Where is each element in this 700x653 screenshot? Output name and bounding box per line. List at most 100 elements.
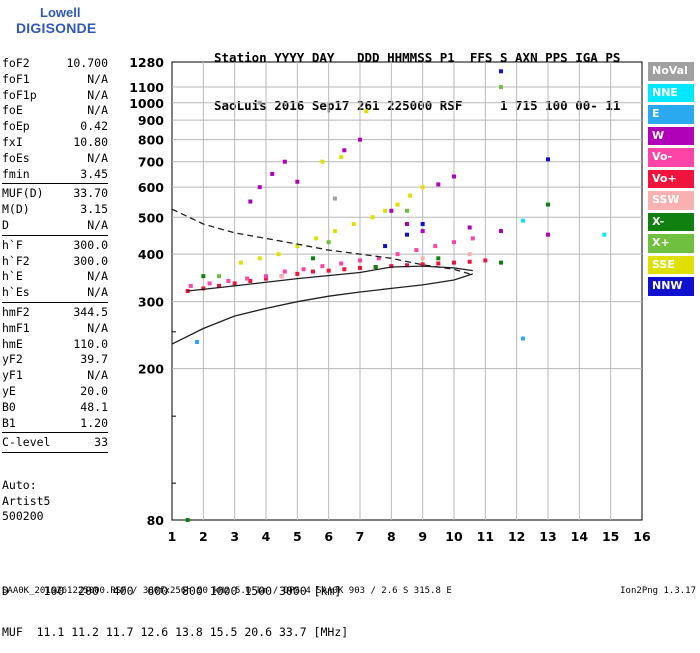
echo-point (499, 260, 503, 265)
profile-curve (171, 273, 474, 345)
param-value: 0.42 (80, 119, 108, 134)
echo-point (370, 215, 375, 220)
param-value: 10.80 (73, 134, 108, 149)
x-tick-label: 10 (445, 529, 463, 544)
param-value: N/A (87, 285, 108, 300)
echo-point (389, 208, 394, 213)
param-name: yF1 (2, 368, 23, 383)
echo-point (332, 196, 337, 201)
echo-point (452, 260, 456, 265)
param-row: foEp 0.42 (2, 119, 108, 135)
echo-point (467, 259, 472, 264)
echo-point (282, 159, 287, 164)
param-row: B1 1.20 (2, 416, 108, 432)
echo-point (420, 185, 425, 190)
echo-point (420, 222, 425, 227)
param-name: foF2 (2, 56, 30, 70)
x-tick-label: 11 (477, 529, 494, 544)
note-auto: Auto: (2, 478, 37, 492)
param-name: M(D) (2, 202, 30, 217)
echo-point (279, 274, 284, 279)
echo-point (364, 109, 369, 114)
param-value: N/A (87, 217, 108, 232)
param-value: 300.0 (73, 237, 108, 252)
x-tick-label: 13 (539, 529, 556, 544)
echo-point (314, 236, 319, 241)
param-row: foF2 10.700 (2, 56, 108, 72)
echo-point (295, 271, 300, 276)
echo-point (185, 289, 190, 293)
param-value: 20.0 (80, 383, 108, 398)
param-separator (2, 183, 108, 185)
echo-point (207, 281, 212, 286)
echo-point (520, 218, 525, 223)
echo-point (546, 157, 550, 162)
param-row: foE N/A (2, 103, 108, 119)
param-name: foE (2, 103, 23, 118)
param-name: hmF2 (2, 304, 30, 319)
echo-point (358, 137, 362, 142)
echo-point (395, 202, 400, 207)
param-row: foF1 N/A (2, 72, 108, 88)
param-row: hmE 110.0 (2, 337, 108, 353)
echo-point (520, 336, 525, 341)
echo-point (264, 274, 268, 279)
echo-point (499, 69, 503, 74)
profile-curve (187, 265, 473, 292)
echo-point (405, 222, 409, 227)
echo-point (433, 244, 438, 249)
y-tick-label: 80 (147, 513, 165, 528)
echo-point (326, 240, 331, 245)
echo-point (470, 236, 475, 241)
echo-point (467, 252, 472, 257)
echo-point (320, 264, 325, 269)
y-tick-label: 1100 (129, 80, 164, 95)
param-value: N/A (87, 269, 108, 284)
echo-point (311, 269, 315, 274)
y-tick-label: 800 (138, 133, 164, 148)
param-name: fmin (2, 166, 30, 181)
software-version: Ion2Png 1.3.17 (620, 586, 696, 596)
param-row: h`F2 300.0 (2, 254, 108, 270)
echo-point (339, 261, 344, 266)
x-tick-label: 4 (262, 529, 271, 544)
echo-point (602, 232, 607, 237)
param-value: N/A (87, 150, 108, 165)
legend-entry: SSE (648, 255, 694, 274)
echo-point (295, 179, 300, 184)
echo-point (420, 229, 425, 234)
logo-top-text: Lowell (40, 5, 81, 20)
file-info-footer: SAA0K_2016261225000.RSF / 300fx256h 50 k… (2, 586, 452, 596)
x-tick-label: 9 (418, 529, 427, 544)
echo-point (499, 85, 503, 90)
echo-point (332, 229, 337, 234)
echo-point (264, 276, 268, 281)
param-value: 344.5 (73, 304, 108, 319)
echo-point (389, 264, 394, 269)
muf-row: MUF 11.1 11.2 11.7 12.6 13.8 15.5 20.6 3… (2, 624, 349, 639)
param-name: hmF1 (2, 320, 30, 335)
distance-row: D 100 200 400 600 800 1000 1500 3000 [km… (2, 584, 342, 598)
param-name: fxI (2, 134, 23, 149)
legend-entry: SSW (648, 191, 694, 210)
param-value: N/A (87, 71, 108, 86)
legend-entry: Vo- (648, 148, 694, 167)
param-value: 10.700 (66, 56, 108, 70)
echo-point (405, 263, 409, 268)
echo-point (408, 193, 413, 198)
echo-point (201, 274, 206, 279)
param-value: 33 (94, 435, 108, 450)
param-row: h`Es N/A (2, 285, 108, 301)
param-row: yF1 N/A (2, 368, 108, 384)
param-name: C-level (2, 435, 51, 450)
param-value: 300.0 (73, 253, 108, 268)
param-row: fmin 3.45 (2, 167, 108, 183)
echo-point (414, 248, 419, 253)
echo-point (326, 268, 331, 273)
echo-point (270, 171, 275, 176)
echo-point (217, 283, 221, 288)
x-tick-label: 8 (387, 529, 396, 544)
param-value: 110.0 (73, 336, 108, 351)
param-name: h`F2 (2, 253, 30, 268)
param-row: yF2 39.7 (2, 352, 108, 368)
